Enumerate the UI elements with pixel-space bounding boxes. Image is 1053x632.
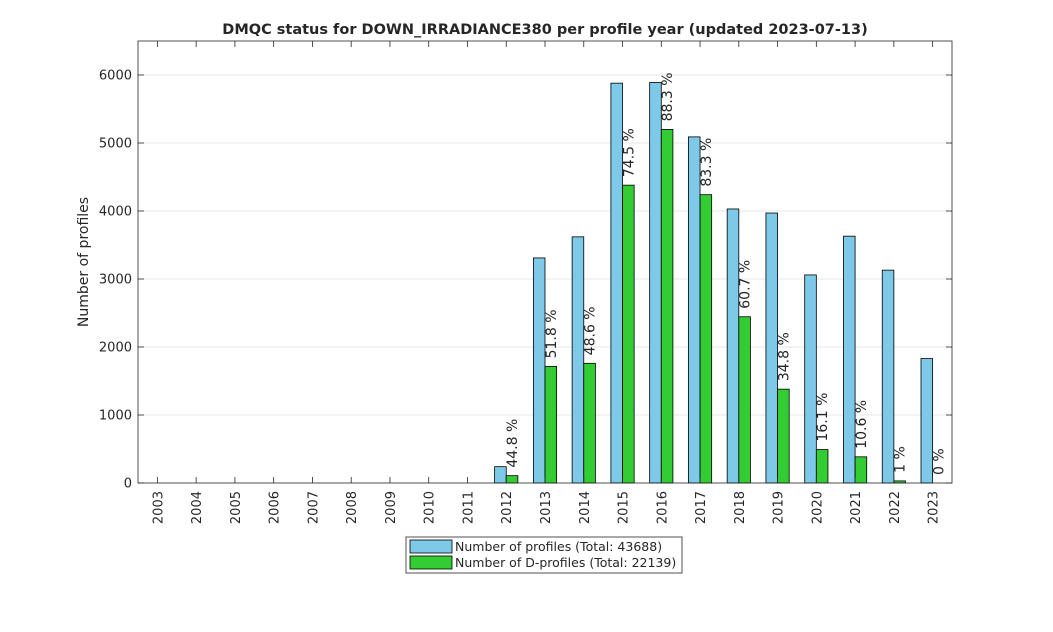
x-tick-label: 2023 [927, 491, 942, 524]
legend-label-profiles: Number of profiles (Total: 43688) [455, 539, 662, 554]
x-tick-label: 2013 [539, 491, 554, 524]
y-axis: 0 1000 2000 3000 4000 5000 6000 [99, 69, 952, 492]
x-tick-label: 2010 [423, 491, 438, 524]
y-axis-label: Number of profiles [76, 197, 92, 327]
percent-label: 44.8 % [505, 419, 521, 468]
percent-label: 74.5 % [621, 128, 637, 177]
bars [494, 82, 934, 484]
legend-swatch-profiles [409, 539, 453, 554]
x-tick-label: 2022 [888, 491, 903, 524]
percent-label: 0 % [931, 448, 947, 475]
bar-d-profiles [777, 388, 790, 484]
bar-profiles [532, 257, 546, 484]
percent-label: 34.8 % [776, 332, 792, 381]
y-tick-label: 3000 [99, 273, 132, 288]
bar-d-profiles [505, 475, 519, 484]
x-tick-label: 2018 [733, 491, 748, 524]
x-tick-label: 2011 [461, 491, 476, 524]
bar-profiles [726, 208, 740, 484]
y-tick-label: 1000 [99, 409, 132, 424]
chart-title: DMQC status for DOWN_IRRADIANCE380 per p… [222, 22, 867, 38]
bar-profiles [649, 82, 662, 484]
x-tick-label: 2008 [345, 491, 360, 524]
x-tick-label: 2019 [772, 491, 787, 524]
x-tick-label: 2021 [849, 491, 864, 524]
y-tick-label: 6000 [99, 69, 132, 84]
percent-labels: 44.8 % 51.8 % 48.6 % 74.5 % 88.3 % 83.3 % 60.7… [505, 72, 947, 475]
x-tick-label: 2017 [694, 491, 709, 524]
percent-label: 88.3 % [660, 72, 676, 121]
bar-d-profiles [622, 184, 635, 484]
x-tick-label: 2009 [384, 491, 399, 524]
bar-d-profiles [854, 456, 868, 484]
bar-profiles [571, 236, 585, 484]
x-tick-label: 2006 [268, 491, 283, 524]
bar-profiles [494, 466, 507, 484]
bar-d-profiles [738, 316, 751, 484]
x-tick-label: 2015 [617, 491, 632, 524]
percent-label: 1 % [893, 446, 909, 473]
legend-label-dprofiles: Number of D-profiles (Total: 22139) [455, 555, 676, 570]
x-tick-label: 2014 [578, 491, 593, 524]
percent-label: 16.1 % [815, 393, 831, 442]
y-tick-label: 5000 [99, 137, 132, 152]
bar-d-profiles [583, 362, 596, 484]
bar-profiles [688, 136, 701, 484]
legend: Number of profiles (Total: 43688) Number… [405, 536, 683, 574]
percent-label: 48.6 % [583, 306, 599, 355]
y-tick-label: 4000 [99, 205, 132, 220]
bar-d-profiles [660, 128, 674, 484]
percent-label: 60.7 % [738, 260, 754, 309]
x-tick-label: 2004 [190, 491, 205, 524]
x-tick-label: 2012 [500, 491, 515, 524]
percent-label: 51.8 % [544, 309, 560, 358]
bar-d-profiles [699, 194, 713, 484]
x-tick-label: 2016 [655, 491, 670, 524]
x-tick-label: 2005 [229, 491, 244, 524]
bar-profiles [804, 274, 817, 484]
x-tick-label: 2007 [306, 491, 321, 524]
bar-d-profiles [544, 365, 558, 484]
bar-d-profiles [815, 449, 829, 484]
y-tick-label: 2000 [99, 341, 132, 356]
percent-label: 83.3 % [699, 138, 715, 187]
x-tick-label: 2003 [151, 491, 166, 524]
legend-swatch-dprofiles [409, 555, 453, 570]
y-tick-label: 0 [124, 477, 132, 492]
x-tick-label: 2020 [810, 491, 825, 524]
x-axis: 2003 2004 2005 2006 2007 2008 2009 2010 2011 2012… [151, 41, 942, 524]
percent-label: 10.6 % [854, 400, 870, 449]
